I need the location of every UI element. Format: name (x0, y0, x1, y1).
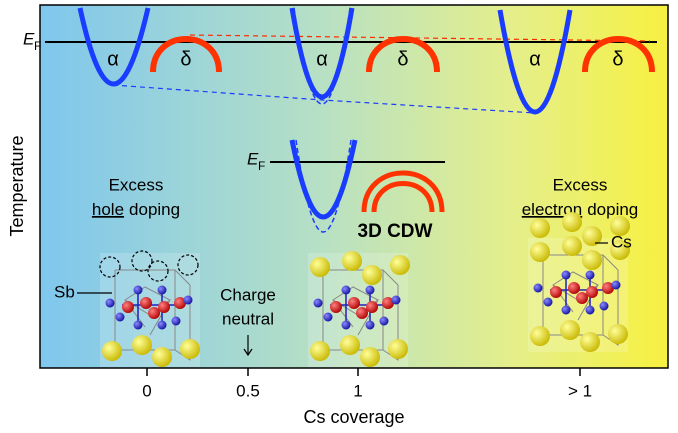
x-ticks (146, 368, 581, 376)
arrow (243, 335, 253, 357)
band-label: α (316, 48, 328, 70)
band-label: δ (612, 48, 623, 70)
alpha-band (289, 139, 358, 220)
alpha-band-shift (295, 139, 352, 233)
neutral-label: neutral (222, 309, 274, 328)
crystal (99, 250, 201, 368)
band-label: α (107, 48, 119, 70)
delta-bands (150, 36, 655, 73)
band-label: α (529, 48, 541, 70)
x-tick-label: 0 (142, 381, 151, 400)
fermi-symbol: E (247, 149, 259, 168)
atom-label: Cs (611, 232, 632, 251)
fermi-subscript: F (34, 39, 41, 53)
atom-label: Sb (54, 282, 75, 301)
y-axis-label: Temperature (7, 135, 27, 236)
cdw-label: 3D CDW (358, 221, 433, 242)
trend-line (112, 84, 536, 114)
delta-band (371, 181, 435, 213)
crystal (307, 251, 410, 368)
delta-band (361, 170, 445, 213)
doping-kind: hole (92, 200, 124, 219)
doping-word: doping (587, 200, 638, 219)
fermi-symbol: E (23, 29, 35, 48)
band-label: δ (397, 48, 408, 70)
doping-word: doping (129, 200, 180, 219)
doping-label: Excess (109, 175, 164, 194)
x-tick-label: > 1 (568, 381, 592, 400)
doping-label: Excess (553, 175, 608, 194)
alpha-band-shift (293, 7, 351, 105)
fermi-subscript: F (258, 159, 265, 173)
x-tick-label: 0.5 (236, 381, 260, 400)
neutral-label: Charge (220, 285, 276, 304)
trend-line (189, 34, 651, 42)
x-tick-label: 1 (353, 381, 362, 400)
band-label: δ (180, 48, 191, 70)
x-axis-label: Cs coverage (303, 407, 404, 427)
alpha-bands (77, 7, 573, 115)
doping-label: hole doping (92, 200, 180, 219)
